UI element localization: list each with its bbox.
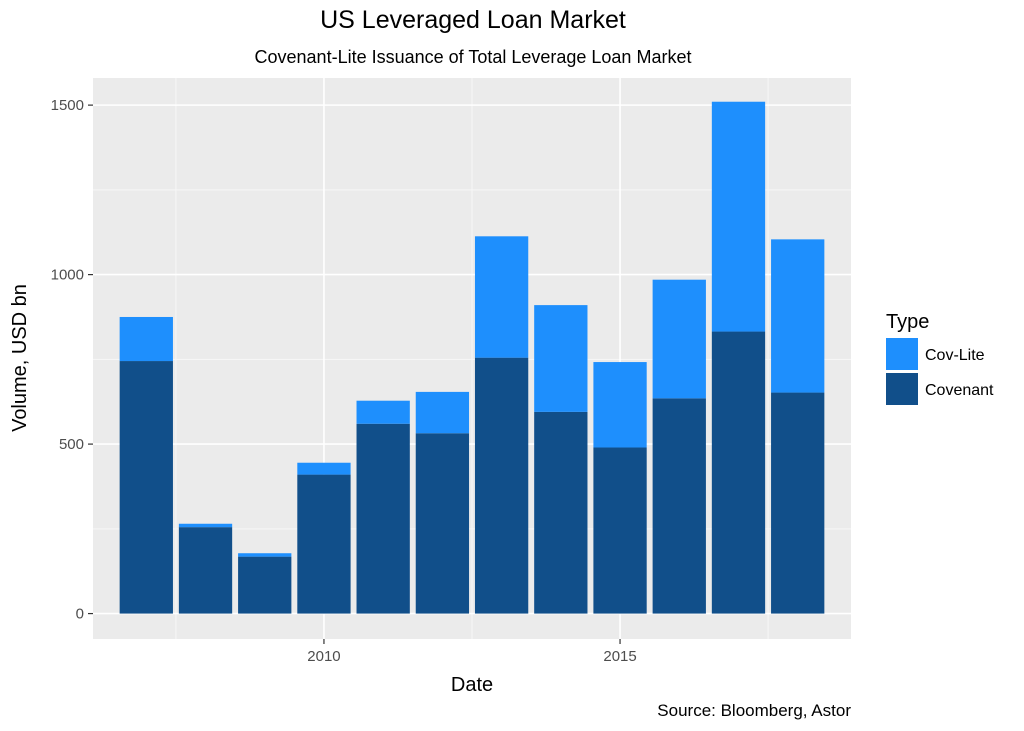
- bar-cov-lite-2011: [356, 400, 410, 424]
- bar-covenant-2014: [534, 411, 588, 614]
- bar-cov-lite-2013: [474, 236, 529, 358]
- legend-label-cov-lite: Cov-Lite: [925, 347, 985, 364]
- bar-covenant-2015: [593, 447, 647, 614]
- bar-cov-lite-2008: [178, 523, 233, 528]
- bar-covenant-2012: [415, 433, 470, 614]
- bar-cov-lite-2009: [238, 553, 292, 557]
- bar-covenant-2017: [711, 331, 766, 614]
- y-axis-title: Volume, USD bn: [9, 284, 31, 432]
- bar-covenant-2008: [178, 527, 233, 614]
- legend-title: Type: [886, 311, 929, 333]
- legend-swatch-cov-lite: [886, 338, 918, 370]
- legend-label-covenant: Covenant: [925, 382, 994, 399]
- bar-covenant-2009: [238, 556, 292, 614]
- chart-title: US Leveraged Loan Market: [320, 6, 626, 34]
- bar-covenant-2018: [771, 392, 825, 614]
- y-tick-label: 500: [59, 436, 84, 453]
- x-tick-label: 2015: [603, 648, 636, 665]
- legend-swatch-covenant: [886, 373, 918, 405]
- y-tick-label: 1500: [51, 97, 84, 114]
- x-axis-title: Date: [451, 674, 493, 696]
- x-tick-label: 2010: [307, 648, 340, 665]
- axes: 0 500 1000 1500 2010 2015: [51, 97, 637, 665]
- bar-cov-lite-2018: [771, 239, 825, 393]
- bar-cov-lite-2014: [534, 305, 588, 412]
- chart-subtitle: Covenant-Lite Issuance of Total Leverage…: [255, 47, 692, 67]
- bar-covenant-2011: [356, 423, 410, 614]
- bar-covenant-2007: [119, 361, 173, 614]
- bar-cov-lite-2012: [415, 391, 470, 434]
- bar-cov-lite-2007: [119, 316, 173, 362]
- bar-cov-lite-2010: [297, 462, 351, 475]
- bar-covenant-2016: [652, 398, 706, 614]
- y-tick-label: 0: [76, 606, 84, 623]
- bar-cov-lite-2015: [593, 362, 647, 448]
- bars: [119, 101, 825, 614]
- bar-covenant-2013: [474, 357, 529, 614]
- bar-cov-lite-2017: [711, 101, 766, 332]
- y-tick-label: 1000: [51, 267, 84, 284]
- chart-caption: Source: Bloomberg, Astor: [657, 701, 851, 720]
- legend: Type Cov-Lite Covenant: [886, 311, 994, 405]
- bar-covenant-2010: [297, 474, 351, 614]
- bar-cov-lite-2016: [652, 279, 706, 399]
